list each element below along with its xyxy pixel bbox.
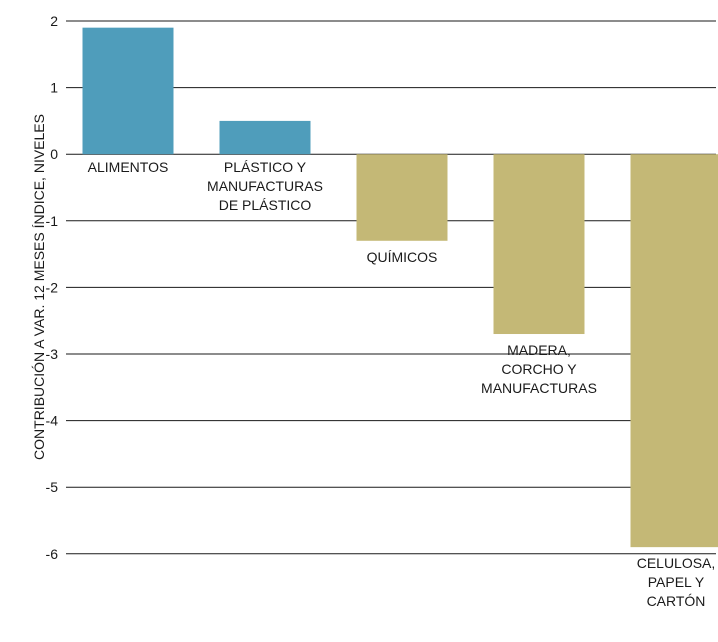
y-tick-label: -2 <box>46 279 59 295</box>
y-axis-title: CONTRIBUCIÓN A VAR. 12 MESES ÍNDICE, NIV… <box>31 114 47 460</box>
bar <box>630 154 718 548</box>
category-label: QUÍMICOS <box>367 249 438 265</box>
y-tick-labels: 2 1 0 -1 -2 -3 -4 -5 -6 <box>46 13 59 562</box>
bar <box>493 154 585 335</box>
y-tick-label: -1 <box>46 213 59 229</box>
y-tick-label: 0 <box>50 146 58 162</box>
bar <box>82 27 174 155</box>
category-label: CELULOSA, PAPEL Y CARTÓN <box>637 555 716 609</box>
category-labels: ALIMENTOS PLÁSTICO Y MANUFACTURAS DE PLÁSTI… <box>88 159 716 609</box>
gridlines <box>66 20 716 555</box>
y-tick-label: -5 <box>46 479 59 495</box>
bar <box>356 154 448 241</box>
y-tick-label: 2 <box>50 13 58 29</box>
y-tick-label: -6 <box>46 546 59 562</box>
category-label: ALIMENTOS <box>88 159 169 175</box>
y-tick-label: -3 <box>46 346 59 362</box>
y-tick-label: 1 <box>50 80 58 96</box>
y-tick-label: -4 <box>46 413 59 429</box>
bar <box>219 120 311 155</box>
bars <box>82 27 718 548</box>
category-label: MADERA, CORCHO Y MANUFACTURAS <box>481 342 597 396</box>
category-label: PLÁSTICO Y MANUFACTURAS DE PLÁSTICO <box>207 159 323 213</box>
